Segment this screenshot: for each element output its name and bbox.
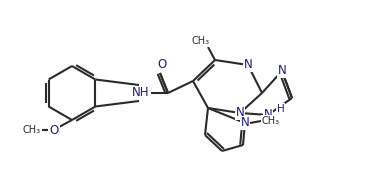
- Text: N: N: [244, 58, 252, 71]
- Text: CH₃: CH₃: [23, 125, 41, 135]
- Text: O: O: [157, 58, 166, 71]
- Text: H: H: [277, 104, 285, 114]
- Text: CH₃: CH₃: [192, 36, 210, 46]
- Text: N: N: [236, 107, 244, 119]
- Text: CH₃: CH₃: [262, 116, 280, 126]
- Text: N: N: [241, 117, 249, 130]
- Text: NH: NH: [132, 86, 150, 100]
- Text: N: N: [278, 64, 287, 78]
- Text: N: N: [264, 108, 272, 122]
- Text: O: O: [49, 124, 59, 136]
